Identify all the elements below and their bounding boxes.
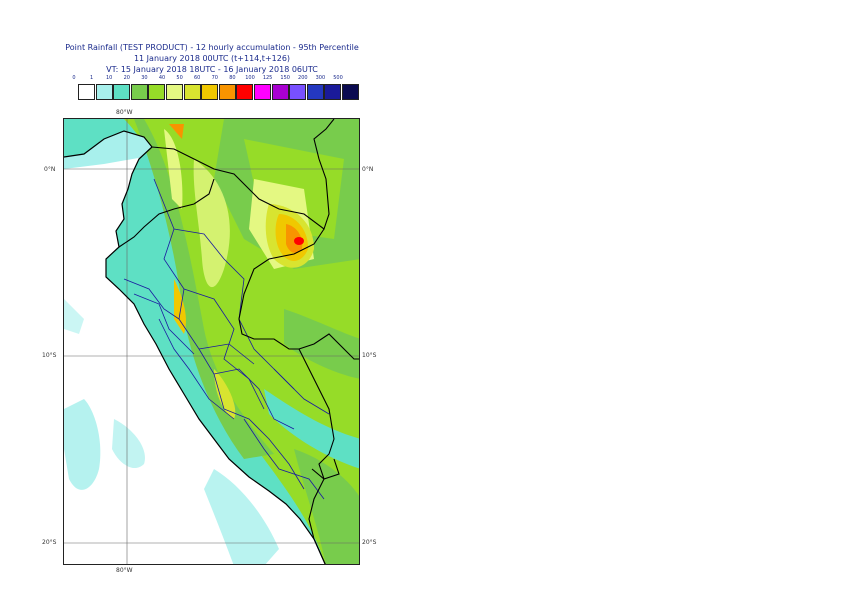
map-title: Point Rainfall (TEST PRODUCT) - 12 hourl… — [65, 43, 359, 52]
legend-tick-label: 50 — [176, 75, 183, 81]
legend-tick-label: 40 — [158, 75, 166, 81]
region-boundaries — [123, 178, 330, 500]
legend-tick-label: 100 — [245, 75, 255, 81]
legend-tick-label: 80 — [229, 75, 236, 81]
legend-swatch — [306, 84, 324, 100]
legend-swatch — [166, 84, 183, 100]
legend-swatch — [342, 84, 359, 100]
lat-label-20s-right: 20°S — [362, 539, 377, 546]
legend-swatch — [95, 84, 113, 100]
legend-swatch — [271, 84, 289, 100]
coastline — [64, 130, 326, 564]
legend-tick-label: 200 — [298, 75, 308, 81]
legend-swatch — [324, 84, 342, 100]
legend-tick-label: 60 — [194, 75, 201, 81]
lat-label-20s-left: 20°S — [42, 539, 57, 546]
legend-tick-label: 70 — [211, 75, 218, 81]
legend-tick-label: 500 — [333, 75, 343, 81]
lon-label-bottom: 80°W — [116, 567, 133, 574]
legend-tick-label: 125 — [262, 75, 273, 81]
lon-label-top: 80°W — [116, 109, 133, 116]
legend-swatch — [201, 84, 219, 100]
lat-label-0n-left: 0°N — [44, 166, 56, 173]
valid-time-label: VT: 15 January 2018 18UTC - 16 January 2… — [106, 65, 318, 74]
legend-swatch — [78, 84, 95, 100]
legend-tick-label: 150 — [280, 75, 290, 81]
legend-swatch — [183, 84, 201, 100]
graticule — [64, 119, 359, 564]
run-time-label: 11 January 2018 00UTC (t+114,t+126) — [133, 54, 291, 63]
legend-swatch — [218, 84, 236, 100]
lat-label-0n-right: 0°N — [362, 166, 374, 173]
legend-swatch — [148, 84, 166, 100]
legend-tick-label: 10 — [106, 75, 113, 81]
legend-tick-label: 20 — [123, 75, 130, 81]
legend-swatch — [254, 84, 271, 100]
national-borders — [118, 119, 359, 564]
lat-label-10s-left: 10°S — [42, 352, 57, 359]
legend-swatch — [236, 84, 254, 100]
rainfall-map[interactable] — [63, 118, 360, 565]
legend-tick-label: 30 — [141, 75, 148, 81]
legend-tick-label: 1 — [90, 75, 94, 81]
lat-label-10s-right: 10°S — [362, 352, 377, 359]
legend-swatch — [113, 84, 131, 100]
legend-swatch — [289, 84, 307, 100]
legend-tick-label: 300 — [315, 75, 326, 81]
legend-tick-label: 0 — [72, 75, 76, 81]
map-canvas — [64, 119, 359, 564]
legend-swatch — [130, 84, 148, 100]
